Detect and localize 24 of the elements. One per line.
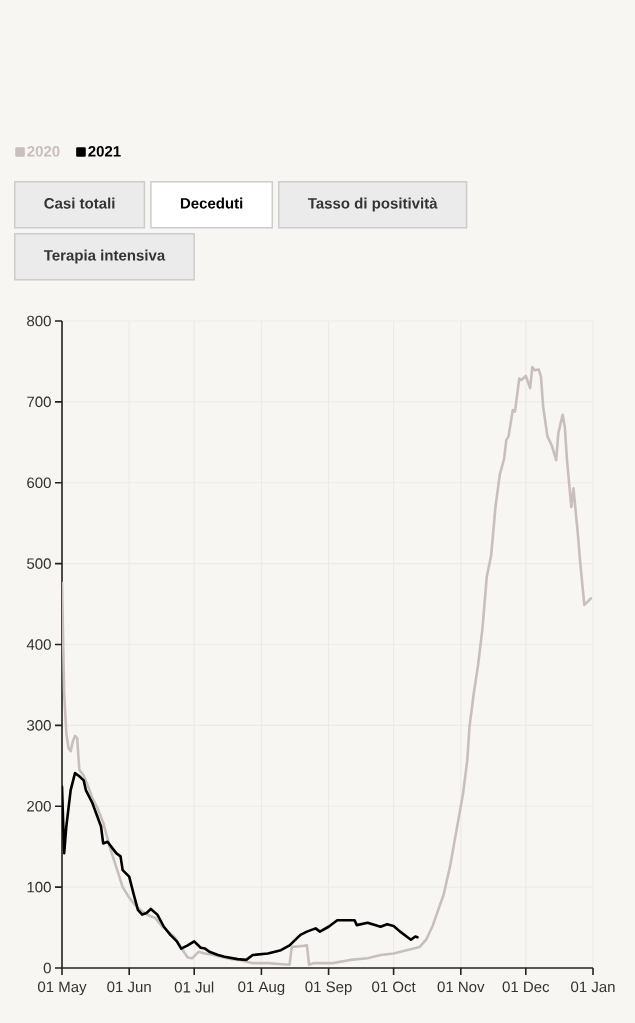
y-tick-label: 800 xyxy=(27,315,51,327)
x-tick-label: 01 Oct xyxy=(372,981,416,993)
x-tick-label: 01 Jan xyxy=(571,981,615,993)
text: Casi totali xyxy=(44,197,115,209)
y-tick-label: 400 xyxy=(26,639,51,650)
x-tick-label: 01 Sep xyxy=(305,981,352,996)
x-tick-label: 01 May xyxy=(37,981,87,996)
legend-label: 2020 xyxy=(27,146,60,157)
x-tick-label: 01 Jun xyxy=(107,981,151,993)
x-tick-label: 01 Jul xyxy=(174,981,214,993)
y-tick-label: 600 xyxy=(27,477,51,489)
text: Terapia intensiva xyxy=(43,249,166,264)
x-tick-label: 01 Dec xyxy=(502,981,550,993)
y-tick-label: 0 xyxy=(43,962,51,974)
text: Tasso di positività xyxy=(307,197,438,212)
x-tick-label: 01 Nov xyxy=(437,981,485,993)
y-tick-label: 500 xyxy=(27,558,51,569)
x-tick-label: 01 Aug xyxy=(238,981,285,996)
y-tick-label: 200 xyxy=(27,800,51,812)
y-tick-label: 300 xyxy=(27,720,51,731)
y-tick-label: 100 xyxy=(27,881,51,893)
y-tick-label: 700 xyxy=(27,396,51,408)
legend-label: 2021 xyxy=(88,146,121,157)
chart-title: Deceduti xyxy=(180,197,243,209)
